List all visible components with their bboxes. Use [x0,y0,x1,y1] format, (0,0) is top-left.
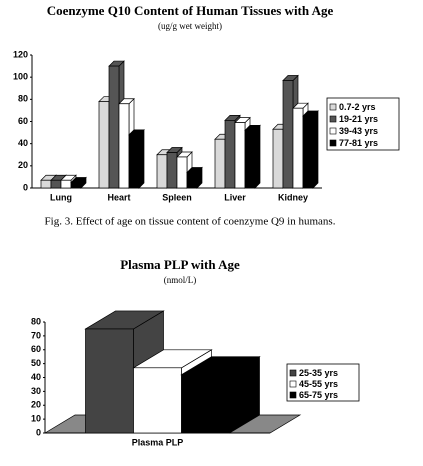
bar [302,115,314,189]
bar [214,138,226,189]
legend-swatch [329,127,337,135]
legend-box [286,363,360,402]
bar [40,179,52,189]
y-tick-label: 100 [13,72,28,82]
bar [60,179,72,189]
bar [176,156,188,189]
bar [292,107,304,189]
bar [156,154,168,189]
legend-label: 77-81 yrs [339,138,378,148]
legend-swatch [289,380,297,388]
legend-label: 25-35 yrs [299,368,338,378]
y-tick-label: 70 [31,330,41,340]
legend-label: 19-21 yrs [339,114,378,124]
bar-side [312,110,319,189]
legend-label: 45-55 yrs [299,379,338,389]
bar [166,152,178,189]
bar [50,179,62,189]
bar [181,374,230,434]
bar [186,172,198,189]
legend-swatch [329,103,337,111]
x-tick-label: Plasma PLP [132,437,184,447]
bar [244,130,256,189]
y-tick-label: 80 [18,94,28,104]
legend-swatch [289,391,297,399]
y-tick-label: 0 [23,182,28,192]
legend-box [326,97,400,151]
y-tick-label: 80 [31,316,41,326]
bar [272,128,284,189]
chart-title: Coenzyme Q10 Content of Human Tissues wi… [47,3,334,18]
chart-title: Plasma PLP with Age [120,257,240,272]
y-tick-label: 60 [18,116,28,126]
bar [224,120,236,189]
x-tick-label: Kidney [278,192,308,202]
legend-label: 39-43 yrs [339,126,378,136]
y-tick-label: 20 [31,400,41,410]
legend-swatch [329,139,337,147]
y-tick-label: 30 [31,386,41,396]
y-tick-label: 0 [36,427,41,437]
legend-label: 65-75 yrs [299,390,338,400]
y-tick-label: 40 [31,372,41,382]
x-tick-label: Heart [107,192,130,202]
bar [282,80,294,189]
bar [98,101,110,189]
bar [108,65,120,189]
legend-swatch [329,115,337,123]
bar-side [254,124,261,189]
legend-swatch [289,369,297,377]
y-tick-label: 60 [31,344,41,354]
bar [234,122,246,189]
x-tick-label: Spleen [162,192,192,202]
y-tick-label: 10 [31,414,41,424]
x-tick-label: Lung [50,192,72,202]
bar [85,328,134,434]
y-tick-label: 50 [31,358,41,368]
bar [133,367,182,434]
y-tick-label: 120 [13,49,28,59]
bar [128,134,140,189]
legend-label: 0.7-2 yrs [339,102,376,112]
bar [118,103,130,189]
x-tick-label: Liver [224,192,246,202]
chart-subtitle: (nmol/L) [164,275,197,285]
caption: Fig. 3. Effect of age on tissue content … [45,216,336,228]
bar [70,182,82,189]
chart-subtitle: (ug/g wet weight) [158,21,222,31]
y-tick-label: 40 [18,138,28,148]
bar-side [138,128,145,189]
y-tick-label: 20 [18,160,28,170]
